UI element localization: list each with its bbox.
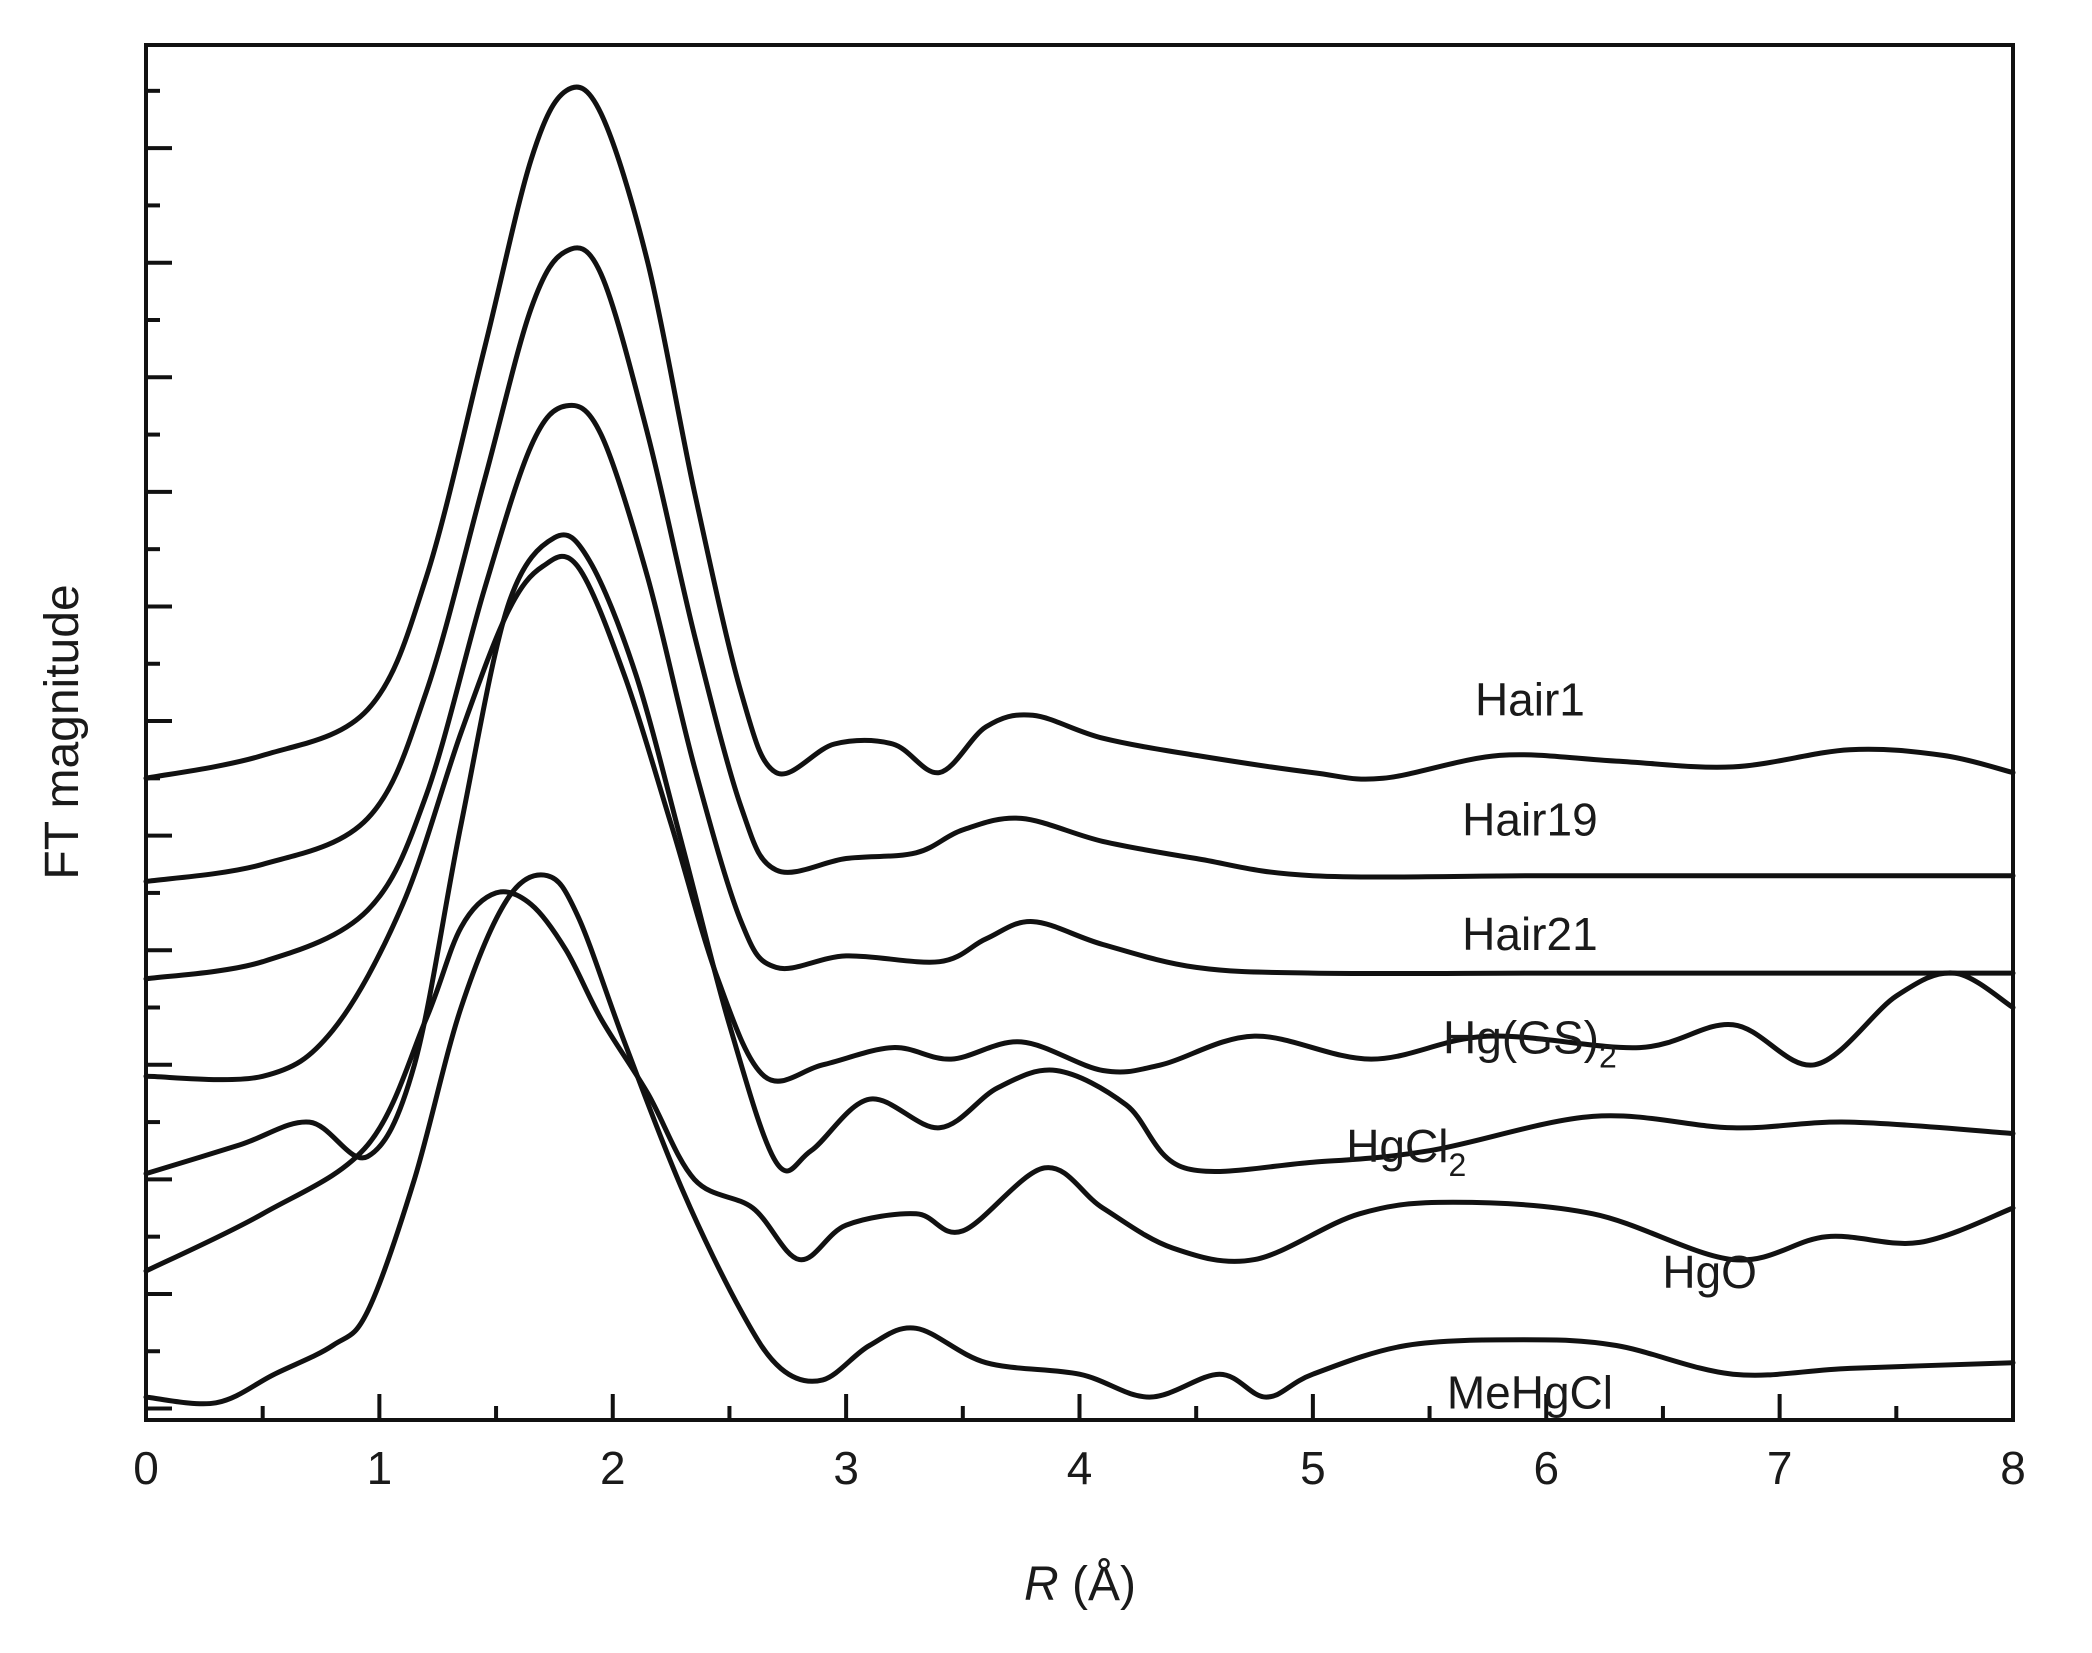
series-label-main: Hair1 xyxy=(1475,673,1585,725)
series-label-main: Hair19 xyxy=(1462,794,1598,846)
x-axis-title: R (Å) xyxy=(1024,1558,1136,1611)
x-tick-label: 3 xyxy=(833,1442,859,1494)
series-label-mehgcl: MeHgCl xyxy=(1447,1367,1613,1419)
series-label-subscript: 2 xyxy=(1448,1147,1466,1183)
x-tick-label: 1 xyxy=(367,1442,393,1494)
x-tick-label: 6 xyxy=(1533,1442,1559,1494)
series-label-main: Hg(GS) xyxy=(1443,1011,1599,1063)
x-axis-ticks: 0 1 2 3 4 5 6 7 8 xyxy=(133,1394,2026,1494)
y-axis-title: FT magnitude xyxy=(36,584,89,879)
series-line-hgo xyxy=(143,889,2016,1274)
x-tick-label: 0 xyxy=(133,1442,159,1494)
series-label-hair19: Hair19 xyxy=(1462,794,1598,846)
x-axis-title-symbol: R xyxy=(1024,1558,1059,1611)
series-label-hgo: HgO xyxy=(1662,1246,1757,1298)
series-label-main: Hair21 xyxy=(1462,908,1598,960)
series-line-mehgcl xyxy=(143,872,2016,1407)
series-line-hair21 xyxy=(143,402,2016,982)
y-axis-ticks xyxy=(146,88,172,1411)
series-lines xyxy=(143,84,2016,1407)
series-label-hg-gs-2: Hg(GS)2 xyxy=(1443,1011,1617,1074)
x-tick-label: 2 xyxy=(600,1442,626,1494)
series-line-hgcl2 xyxy=(143,532,2016,1177)
series-label-main: HgCl xyxy=(1346,1120,1448,1172)
series-label-main: MeHgCl xyxy=(1447,1367,1613,1419)
series-label-subscript: 2 xyxy=(1599,1038,1617,1074)
series-line-hg-gs-2 xyxy=(143,553,2016,1084)
x-tick-label: 8 xyxy=(2000,1442,2026,1494)
x-tick-label: 5 xyxy=(1300,1442,1326,1494)
x-tick-label: 4 xyxy=(1067,1442,1093,1494)
series-label-hair21: Hair21 xyxy=(1462,908,1598,960)
x-tick-label: 7 xyxy=(1767,1442,1793,1494)
series-label-main: HgO xyxy=(1662,1246,1757,1298)
series-label-hgcl2: HgCl2 xyxy=(1346,1120,1466,1183)
x-axis-title-unit: (Å) xyxy=(1059,1558,1136,1611)
series-line-hair19 xyxy=(143,245,2016,884)
series-line-hair1 xyxy=(143,84,2016,782)
series-label-hair1: Hair1 xyxy=(1475,673,1585,725)
